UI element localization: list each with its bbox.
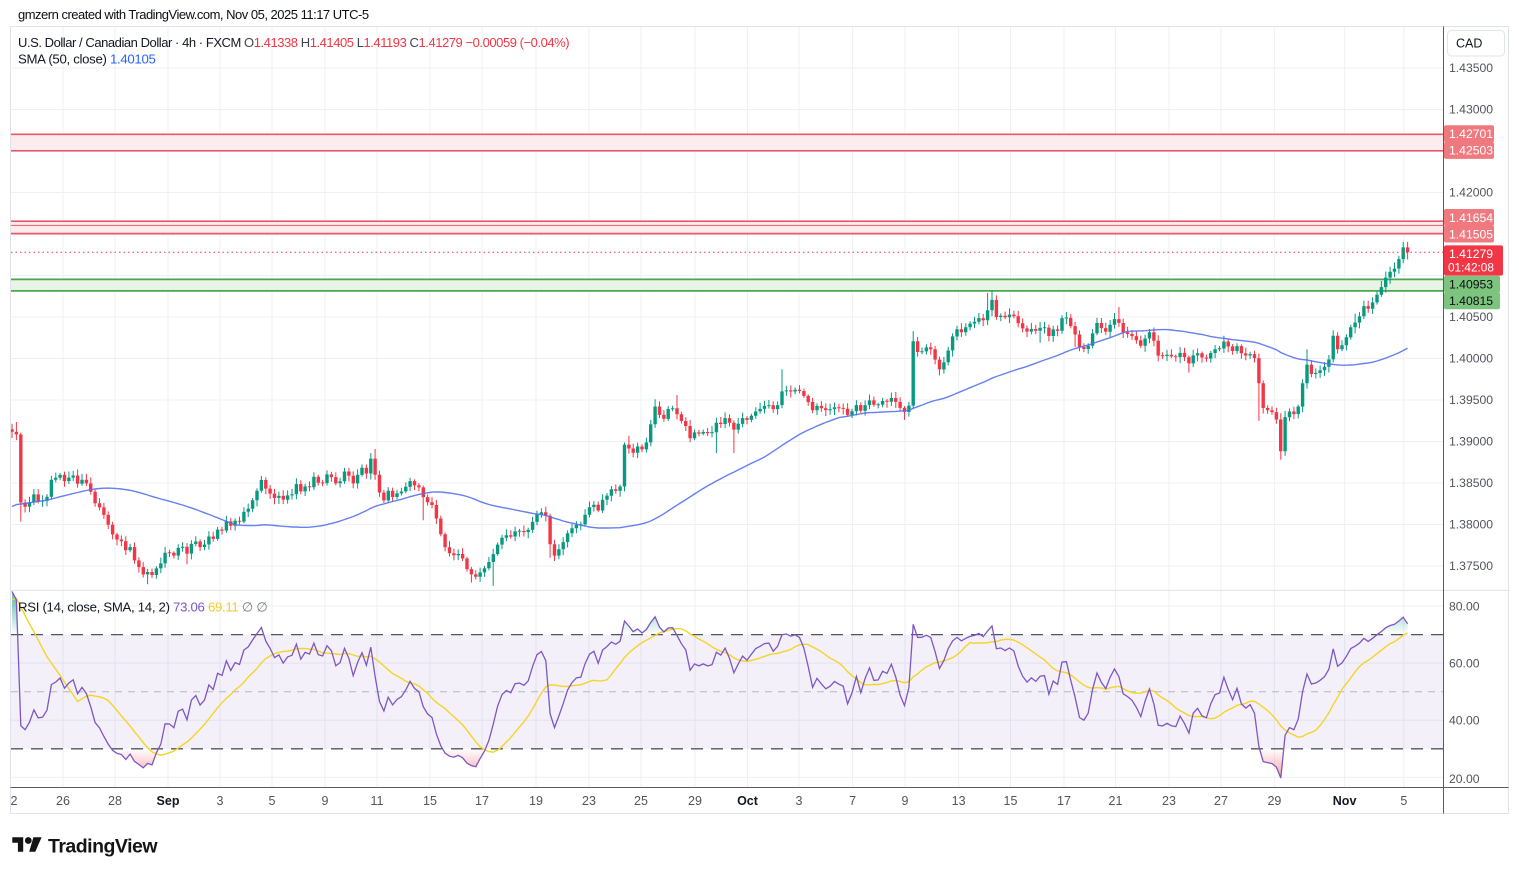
svg-text:SMA (50, close) 1.40105: SMA (50, close) 1.40105 xyxy=(18,52,156,67)
svg-text:21: 21 xyxy=(1109,794,1123,808)
svg-text:26: 26 xyxy=(56,794,70,808)
svg-text:U.S. Dollar / Canadian Dollar: U.S. Dollar / Canadian Dollar · 4h · FXC… xyxy=(18,35,569,50)
svg-text:29: 29 xyxy=(688,794,702,808)
svg-text:27: 27 xyxy=(1214,794,1228,808)
svg-text:19: 19 xyxy=(529,794,543,808)
svg-text:9: 9 xyxy=(322,794,329,808)
svg-text:15: 15 xyxy=(423,794,437,808)
svg-text:1.41654: 1.41654 xyxy=(1449,211,1493,225)
svg-text:2: 2 xyxy=(11,794,18,808)
svg-text:25: 25 xyxy=(634,794,648,808)
svg-text:60.00: 60.00 xyxy=(1449,656,1480,670)
svg-text:1.42503: 1.42503 xyxy=(1449,144,1493,158)
svg-text:28: 28 xyxy=(108,794,122,808)
svg-text:RSI (14, close, SMA, 14, 2) 7: RSI (14, close, SMA, 14, 2) 73.06 69.11 … xyxy=(18,600,268,615)
svg-text:Oct: Oct xyxy=(737,794,759,808)
svg-text:1.40000: 1.40000 xyxy=(1449,352,1493,366)
svg-text:3: 3 xyxy=(796,794,803,808)
svg-text:1.42701: 1.42701 xyxy=(1449,127,1493,141)
svg-text:29: 29 xyxy=(1267,794,1281,808)
svg-text:Sep: Sep xyxy=(157,794,180,808)
svg-text:1.42000: 1.42000 xyxy=(1449,186,1493,200)
svg-text:15: 15 xyxy=(1004,794,1018,808)
svg-text:1.39500: 1.39500 xyxy=(1449,393,1493,407)
svg-text:40.00: 40.00 xyxy=(1449,714,1480,728)
svg-text:TradingView: TradingView xyxy=(48,835,158,857)
svg-text:23: 23 xyxy=(1162,794,1176,808)
svg-text:20.00: 20.00 xyxy=(1449,772,1480,786)
svg-text:1.41279: 1.41279 xyxy=(1449,247,1493,261)
svg-text:5: 5 xyxy=(1400,794,1407,808)
svg-text:11: 11 xyxy=(371,794,384,808)
svg-text:3: 3 xyxy=(217,794,224,808)
svg-text:17: 17 xyxy=(475,794,489,808)
svg-text:1.41505: 1.41505 xyxy=(1449,227,1493,241)
svg-text:5: 5 xyxy=(269,794,276,808)
svg-text:80.00: 80.00 xyxy=(1449,599,1480,613)
svg-text:1.38000: 1.38000 xyxy=(1449,518,1493,532)
svg-text:7: 7 xyxy=(849,794,856,808)
svg-text:01:42:08: 01:42:08 xyxy=(1448,261,1494,275)
svg-text:1.40953: 1.40953 xyxy=(1449,278,1493,292)
svg-text:gmzern created with TradingVie: gmzern created with TradingView.com, Nov… xyxy=(18,7,369,22)
svg-text:1.40500: 1.40500 xyxy=(1449,310,1493,324)
svg-text:CAD: CAD xyxy=(1456,37,1482,51)
svg-text:1.43000: 1.43000 xyxy=(1449,103,1493,117)
svg-text:17: 17 xyxy=(1057,794,1071,808)
svg-text:9: 9 xyxy=(902,794,909,808)
svg-text:13: 13 xyxy=(952,794,966,808)
svg-text:Nov: Nov xyxy=(1333,794,1357,808)
svg-text:1.37500: 1.37500 xyxy=(1449,559,1493,573)
svg-text:1.38500: 1.38500 xyxy=(1449,476,1493,490)
svg-text:1.39000: 1.39000 xyxy=(1449,435,1493,449)
svg-text:1.40815: 1.40815 xyxy=(1449,294,1493,308)
svg-text:1.43500: 1.43500 xyxy=(1449,61,1493,75)
svg-text:23: 23 xyxy=(582,794,596,808)
